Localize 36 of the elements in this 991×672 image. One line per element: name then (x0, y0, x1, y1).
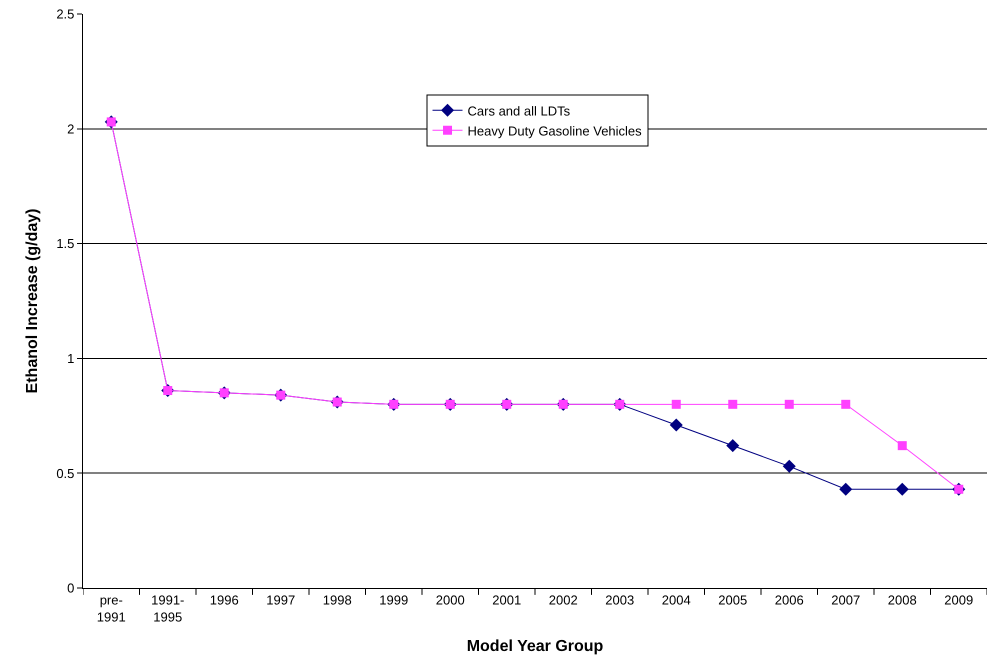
point (782, 460, 796, 473)
legend-label: Heavy Duty Gasoline Vehicles (468, 123, 642, 138)
legend-label: Cars and all LDTs (468, 103, 571, 118)
x-tick-label: 2007 (831, 592, 860, 608)
point (784, 400, 794, 409)
y-tick-label: 1 (67, 350, 74, 366)
x-tick-label: 1996 (210, 592, 239, 608)
x-tick-label: 1997 (266, 592, 296, 608)
x-tick-label: 1991- 1995 (151, 592, 184, 624)
point (898, 441, 907, 450)
x-tick-label: 2003 (605, 592, 634, 608)
x-tick-label: 2000 (436, 592, 465, 608)
x-tick-label: 1999 (379, 592, 408, 608)
y-tick-label: 0 (67, 580, 74, 596)
point (728, 400, 738, 409)
point (839, 482, 852, 496)
x-tick-label: 2004 (662, 592, 691, 608)
x-tick-label: 2009 (944, 592, 974, 608)
point (896, 482, 909, 496)
point (672, 400, 681, 409)
x-tick-label: 2005 (718, 592, 748, 608)
y-tick-label: 2 (67, 121, 74, 136)
x-tick-label: 2006 (774, 592, 804, 608)
point (841, 400, 850, 409)
point (726, 439, 740, 452)
x-tick-label: 2002 (548, 592, 578, 608)
x-tick-label: 1998 (322, 592, 352, 608)
y-tick-label: 2.5 (56, 6, 74, 22)
x-tick-label: 2008 (888, 592, 917, 608)
x-tick-label: 2001 (492, 592, 522, 608)
y-tick-label: 1.5 (56, 236, 74, 252)
y-tick-label: 0.5 (56, 466, 74, 481)
x-axis-title: Model Year Group (466, 638, 604, 656)
y-axis-title: Ethanol Increase (g/day) (24, 208, 42, 394)
point (670, 418, 683, 432)
x-tick-label: pre- 1991 (96, 592, 126, 624)
